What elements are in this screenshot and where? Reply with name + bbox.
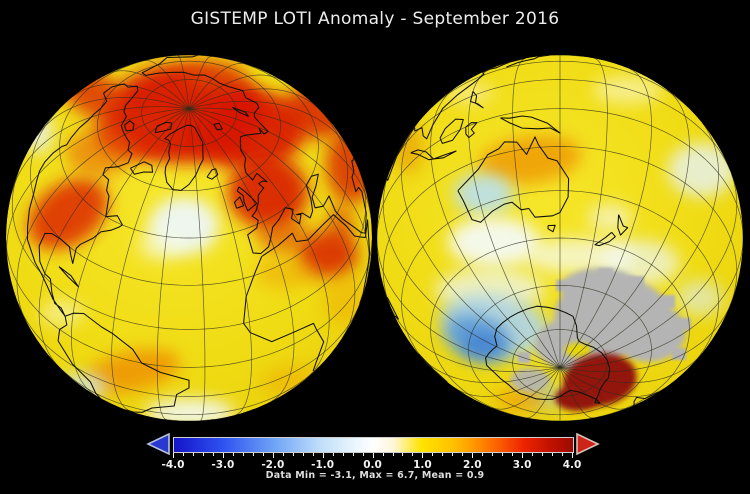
right-globe-coastlines (386, 55, 659, 407)
colorbar-minor-tick (492, 453, 494, 456)
colorbar-major-tick (522, 453, 524, 458)
colorbar-tick-label: 2.0 (462, 459, 482, 471)
colorbar-major-tick (372, 453, 374, 458)
colorbar-minor-tick (382, 453, 384, 456)
colorbar-minor-tick (352, 453, 354, 456)
colorbar-minor-tick (442, 453, 444, 456)
colorbar-minor-tick (192, 453, 194, 456)
colorbar-minor-tick (302, 453, 304, 456)
colorbar-minor-tick (252, 453, 254, 456)
colorbar-minor-tick (452, 453, 454, 456)
colorbar-minor-tick (552, 453, 553, 456)
colorbar-minor-tick (292, 453, 294, 456)
stats-line: Data Min = -3.1, Max = 6.7, Mean = 0.9 (265, 470, 485, 481)
colorbar-right-arrow-icon (576, 433, 600, 455)
colorbar-major-tick (472, 453, 474, 458)
colorbar-minor-tick (402, 453, 404, 456)
colorbar-bar (173, 437, 574, 453)
colorbar-tick-label: 4.0 (562, 459, 582, 471)
left-globe-coastlines (26, 55, 371, 413)
colorbar-minor-tick (542, 453, 544, 456)
colorbar-minor-tick (312, 453, 314, 456)
colorbar-minor-tick (512, 453, 514, 456)
colorbar-minor-tick (532, 453, 534, 456)
colorbar-minor-tick (362, 453, 364, 456)
colorbar-tick-label: -3.0 (211, 459, 235, 471)
colorbar-tick-label: -4.0 (161, 459, 185, 471)
colorbar-major-tick (222, 453, 224, 458)
colorbar-tick-label: -1.0 (311, 459, 335, 471)
colorbar-left-arrow-icon (146, 433, 170, 455)
colorbar-tick-label: 0.0 (363, 459, 382, 471)
colorbar-minor-tick (332, 453, 334, 456)
colorbar-major-tick (173, 453, 174, 458)
colorbar-major-tick (272, 453, 274, 458)
page-title: GISTEMP LOTI Anomaly - September 2016 (190, 9, 560, 29)
colorbar-minor-tick (412, 453, 414, 456)
colorbar-minor-tick (212, 453, 214, 456)
colorbar-major-tick (572, 453, 573, 458)
colorbar-minor-tick (183, 453, 184, 456)
colorbar-major-tick (422, 453, 424, 458)
left-globe (6, 55, 372, 421)
left-arrow-shape (146, 433, 170, 455)
colorbar-minor-tick (262, 453, 264, 456)
colorbar-tick-label: -2.0 (261, 459, 285, 471)
colorbar-minor-tick (462, 453, 464, 456)
right-globe-graticule (377, 55, 743, 421)
colorbar-major-tick (322, 453, 324, 458)
colorbar-minor-tick (482, 453, 484, 456)
colorbar-minor-tick (392, 453, 394, 456)
colorbar-minor-tick (232, 453, 234, 456)
right-arrow-shape (576, 433, 600, 455)
colorbar-minor-tick (282, 453, 284, 456)
right-globe-anomaly-blobs (392, 76, 736, 411)
colorbar-minor-tick (432, 453, 434, 456)
colorbar-tick-label: 1.0 (413, 459, 432, 471)
left-globe-graticule (6, 55, 372, 421)
colorbar-tick-label: 3.0 (512, 459, 532, 471)
colorbar-minor-tick (502, 453, 504, 456)
colorbar-minor-tick (242, 453, 244, 456)
colorbar-minor-tick (342, 453, 344, 456)
right-globe (377, 55, 743, 421)
colorbar-minor-tick (562, 453, 563, 456)
colorbar-minor-tick (202, 453, 204, 456)
